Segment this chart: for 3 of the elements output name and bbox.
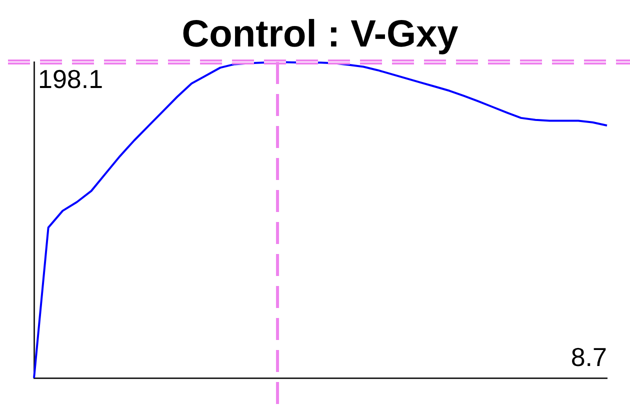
annotation: 8.7 <box>570 342 607 372</box>
chart-title: Control : V-Gxy <box>182 13 458 56</box>
annotation: 198.1 <box>38 64 104 94</box>
